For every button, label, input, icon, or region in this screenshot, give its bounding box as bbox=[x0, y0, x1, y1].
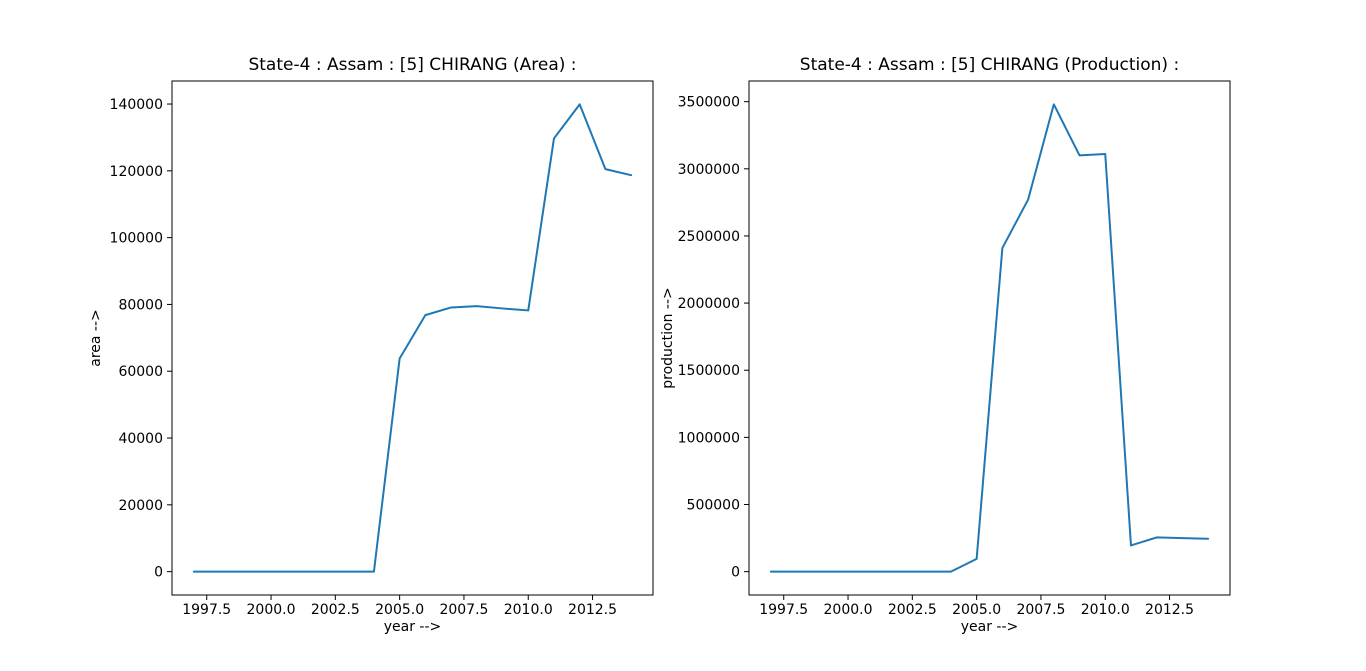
y-tick-label: 60000 bbox=[118, 364, 163, 380]
y-tick-label: 140000 bbox=[110, 97, 163, 113]
y-tick-label: 80000 bbox=[118, 297, 163, 313]
chart-title-production: State-4 : Assam : [5] CHIRANG (Productio… bbox=[799, 55, 1180, 75]
y-tick-label: 0 bbox=[731, 565, 740, 581]
x-axis-label-year-right: year --> bbox=[960, 619, 1019, 635]
x-tick-label: 2005.0 bbox=[952, 602, 1001, 618]
y-axis-label-production: production --> bbox=[660, 287, 676, 389]
subplot-area: 1997.5 2000.0 2002.5 2005.0 2007.5 2010.0 2012… bbox=[110, 80, 654, 618]
x-tick-label: 2007.5 bbox=[1016, 602, 1065, 618]
axes-frame bbox=[171, 80, 654, 596]
y-tick-label: 20000 bbox=[118, 498, 163, 514]
y-tick-label: 2500000 bbox=[678, 229, 740, 245]
x-tick-label: 1997.5 bbox=[182, 602, 231, 618]
x-tick-label: 2000.0 bbox=[824, 602, 873, 618]
axes-frame bbox=[748, 80, 1231, 596]
series-line bbox=[769, 103, 1210, 573]
x-axis-label-year-left: year --> bbox=[383, 619, 442, 635]
x-tick-label: 2010.0 bbox=[504, 602, 553, 618]
y-tick-label: 1500000 bbox=[678, 363, 740, 379]
y-tick-label: 500000 bbox=[687, 497, 740, 513]
x-tick-label: 2002.5 bbox=[888, 602, 937, 618]
y-tick-label: 40000 bbox=[118, 431, 163, 447]
x-tick-label: 1997.5 bbox=[759, 602, 808, 618]
y-tick-label: 0 bbox=[154, 565, 163, 581]
series-line bbox=[192, 103, 633, 573]
x-tick-label: 2005.0 bbox=[375, 602, 424, 618]
x-tick-label: 2012.5 bbox=[1145, 602, 1194, 618]
y-tick-label: 3000000 bbox=[678, 162, 740, 178]
y-tick-label: 100000 bbox=[110, 231, 163, 247]
x-tick-label: 2002.5 bbox=[311, 602, 360, 618]
y-tick-label: 120000 bbox=[110, 164, 163, 180]
x-tick-label: 2010.0 bbox=[1081, 602, 1130, 618]
y-tick-label: 1000000 bbox=[678, 430, 740, 446]
y-axis-label-area: area --> bbox=[88, 309, 104, 367]
x-tick-label: 2007.5 bbox=[439, 602, 488, 618]
x-tick-label: 2012.5 bbox=[568, 602, 617, 618]
y-tick-label: 2000000 bbox=[678, 296, 740, 312]
y-tick-label: 3500000 bbox=[678, 95, 740, 111]
chart-title-area: State-4 : Assam : [5] CHIRANG (Area) : bbox=[248, 55, 577, 75]
subplot-production: 1997.5 2000.0 2002.5 2005.0 2007.5 2010.0 2012… bbox=[678, 80, 1231, 618]
x-tick-label: 2000.0 bbox=[247, 602, 296, 618]
